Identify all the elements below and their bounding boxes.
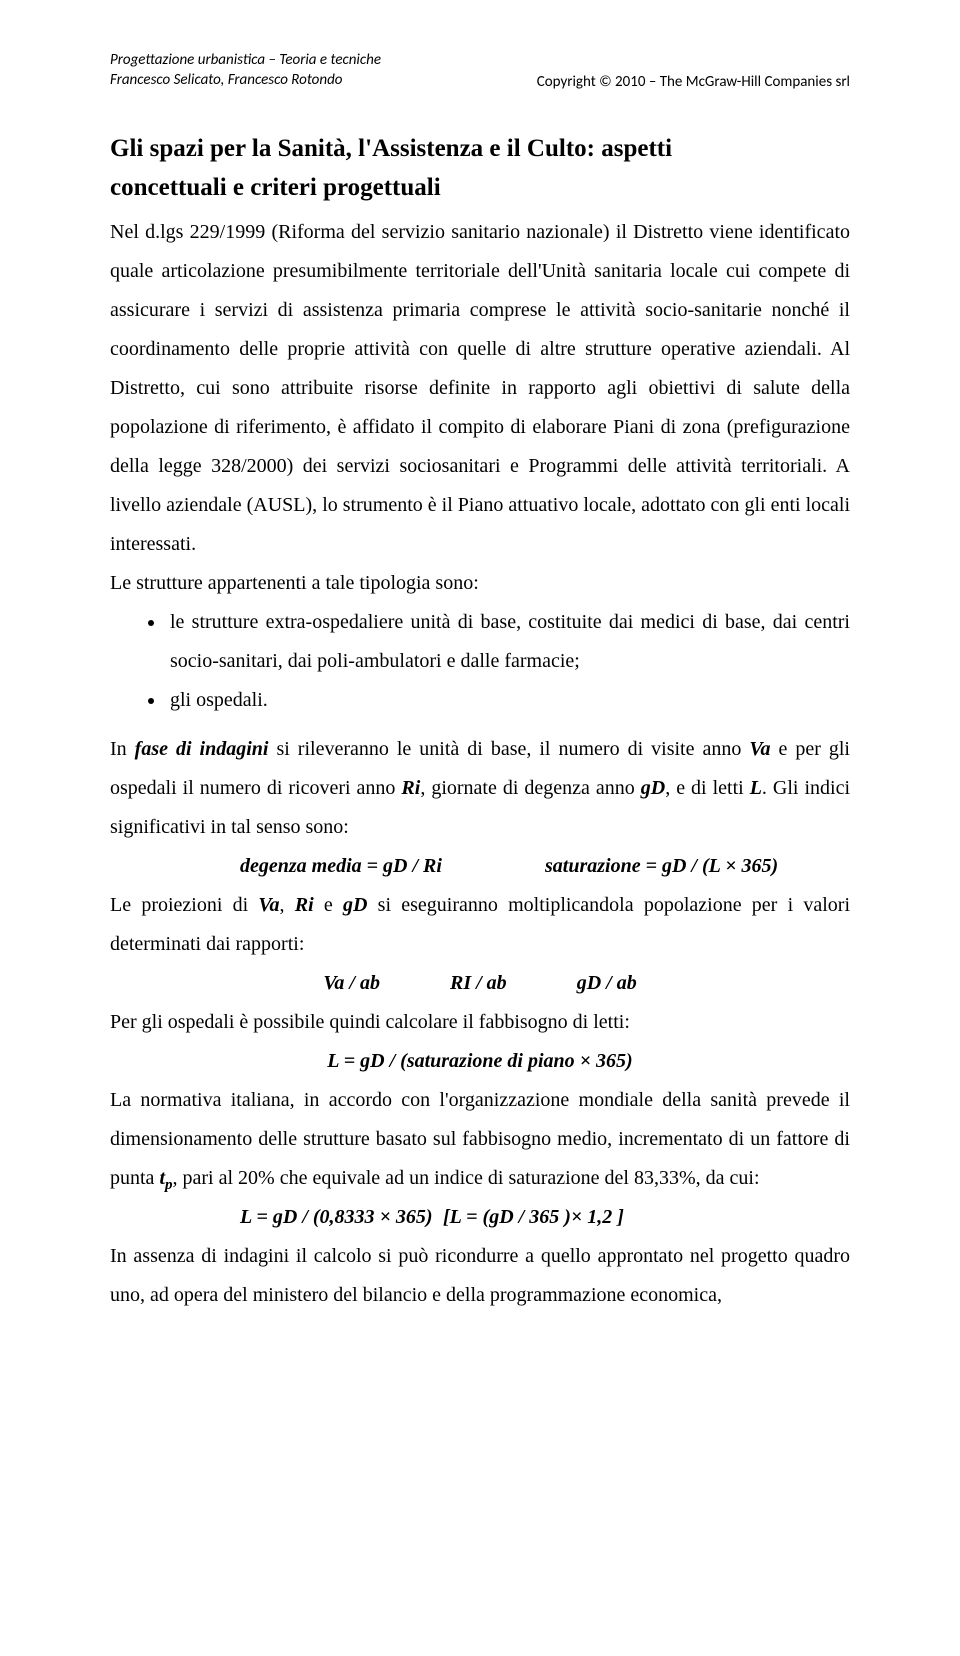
- var-ri: Ri: [295, 894, 314, 916]
- var-gd: gD: [343, 894, 367, 916]
- var-tp-sub: p: [165, 1177, 173, 1193]
- text: , pari al 20% che equivale ad un indice …: [173, 1167, 760, 1189]
- var-gd: gD: [641, 777, 665, 799]
- formula-row-3: L = gD / (0,8333 × 365) [L = (gD / 365 )…: [110, 1198, 850, 1237]
- ratio-va-ab: Va / ab: [323, 964, 380, 1003]
- text: In: [110, 738, 135, 760]
- page-header: Progettazione urbanistica – Teoria e tec…: [110, 50, 850, 92]
- formula-fabbisogno-letti: L = gD / (saturazione di piano × 365): [110, 1042, 850, 1081]
- var-l: L: [750, 777, 762, 799]
- formula-degenza-media: degenza media = gD / Ri: [240, 847, 545, 886]
- formula-l-left: L = gD / (0,8333 × 365): [110, 1198, 443, 1237]
- paragraph-5: La normativa italiana, in accordo con l'…: [110, 1081, 850, 1198]
- paragraph-4: Per gli ospedali è possibile quindi calc…: [110, 1003, 850, 1042]
- formula-saturazione: saturazione = gD / (L × 365): [545, 847, 850, 886]
- paragraph-1b: Le strutture appartenenti a tale tipolog…: [110, 564, 850, 603]
- list-item: le strutture extra-ospedaliere unità di …: [166, 603, 850, 681]
- text: si rileveranno le unità di base, il nume…: [268, 738, 749, 760]
- variables-row: Va / ab RI / ab gD / ab: [110, 964, 850, 1003]
- ratio-gd-ab: gD / ab: [577, 964, 637, 1003]
- var-va: Va: [749, 738, 770, 760]
- formula-l-right: [L = (gD / 365 )× 1,2 ]: [443, 1198, 850, 1237]
- text: ,: [280, 894, 295, 916]
- ratio-ri-ab: RI / ab: [450, 964, 507, 1003]
- header-authors: Francesco Selicato, Francesco Rotondo: [110, 71, 343, 89]
- var-ri: Ri: [401, 777, 420, 799]
- title-line-1: Gli spazi per la Sanità, l'Assistenza e …: [110, 135, 672, 162]
- paragraph-6: In assenza di indagini il calcolo si può…: [110, 1237, 850, 1315]
- bullet-list: le strutture extra-ospedaliere unità di …: [110, 603, 850, 720]
- document-title: Gli spazi per la Sanità, l'Assistenza e …: [110, 130, 850, 208]
- document-page: Progettazione urbanistica – Teoria e tec…: [0, 0, 960, 1656]
- text: Le proiezioni di: [110, 894, 258, 916]
- text: e: [314, 894, 343, 916]
- paragraph-3: Le proiezioni di Va, Ri e gD si eseguira…: [110, 886, 850, 964]
- formula-row-1: degenza media = gD / Ri saturazione = gD…: [110, 847, 850, 886]
- paragraph-2: In fase di indagini si rileveranno le un…: [110, 730, 850, 847]
- document-body: Nel d.lgs 229/1999 (Riforma del servizio…: [110, 213, 850, 1315]
- header-title: Progettazione urbanistica – Teoria e tec…: [110, 51, 381, 69]
- term-fase-indagini: fase di indagini: [135, 738, 269, 760]
- text: , giornate di degenza anno: [420, 777, 640, 799]
- list-item: gli ospedali.: [166, 681, 850, 720]
- paragraph-1: Nel d.lgs 229/1999 (Riforma del servizio…: [110, 213, 850, 564]
- text: , e di letti: [665, 777, 750, 799]
- var-tp: tp: [159, 1167, 172, 1189]
- var-va: Va: [258, 894, 279, 916]
- title-line-2: concettuali e criteri progettuali: [110, 174, 441, 201]
